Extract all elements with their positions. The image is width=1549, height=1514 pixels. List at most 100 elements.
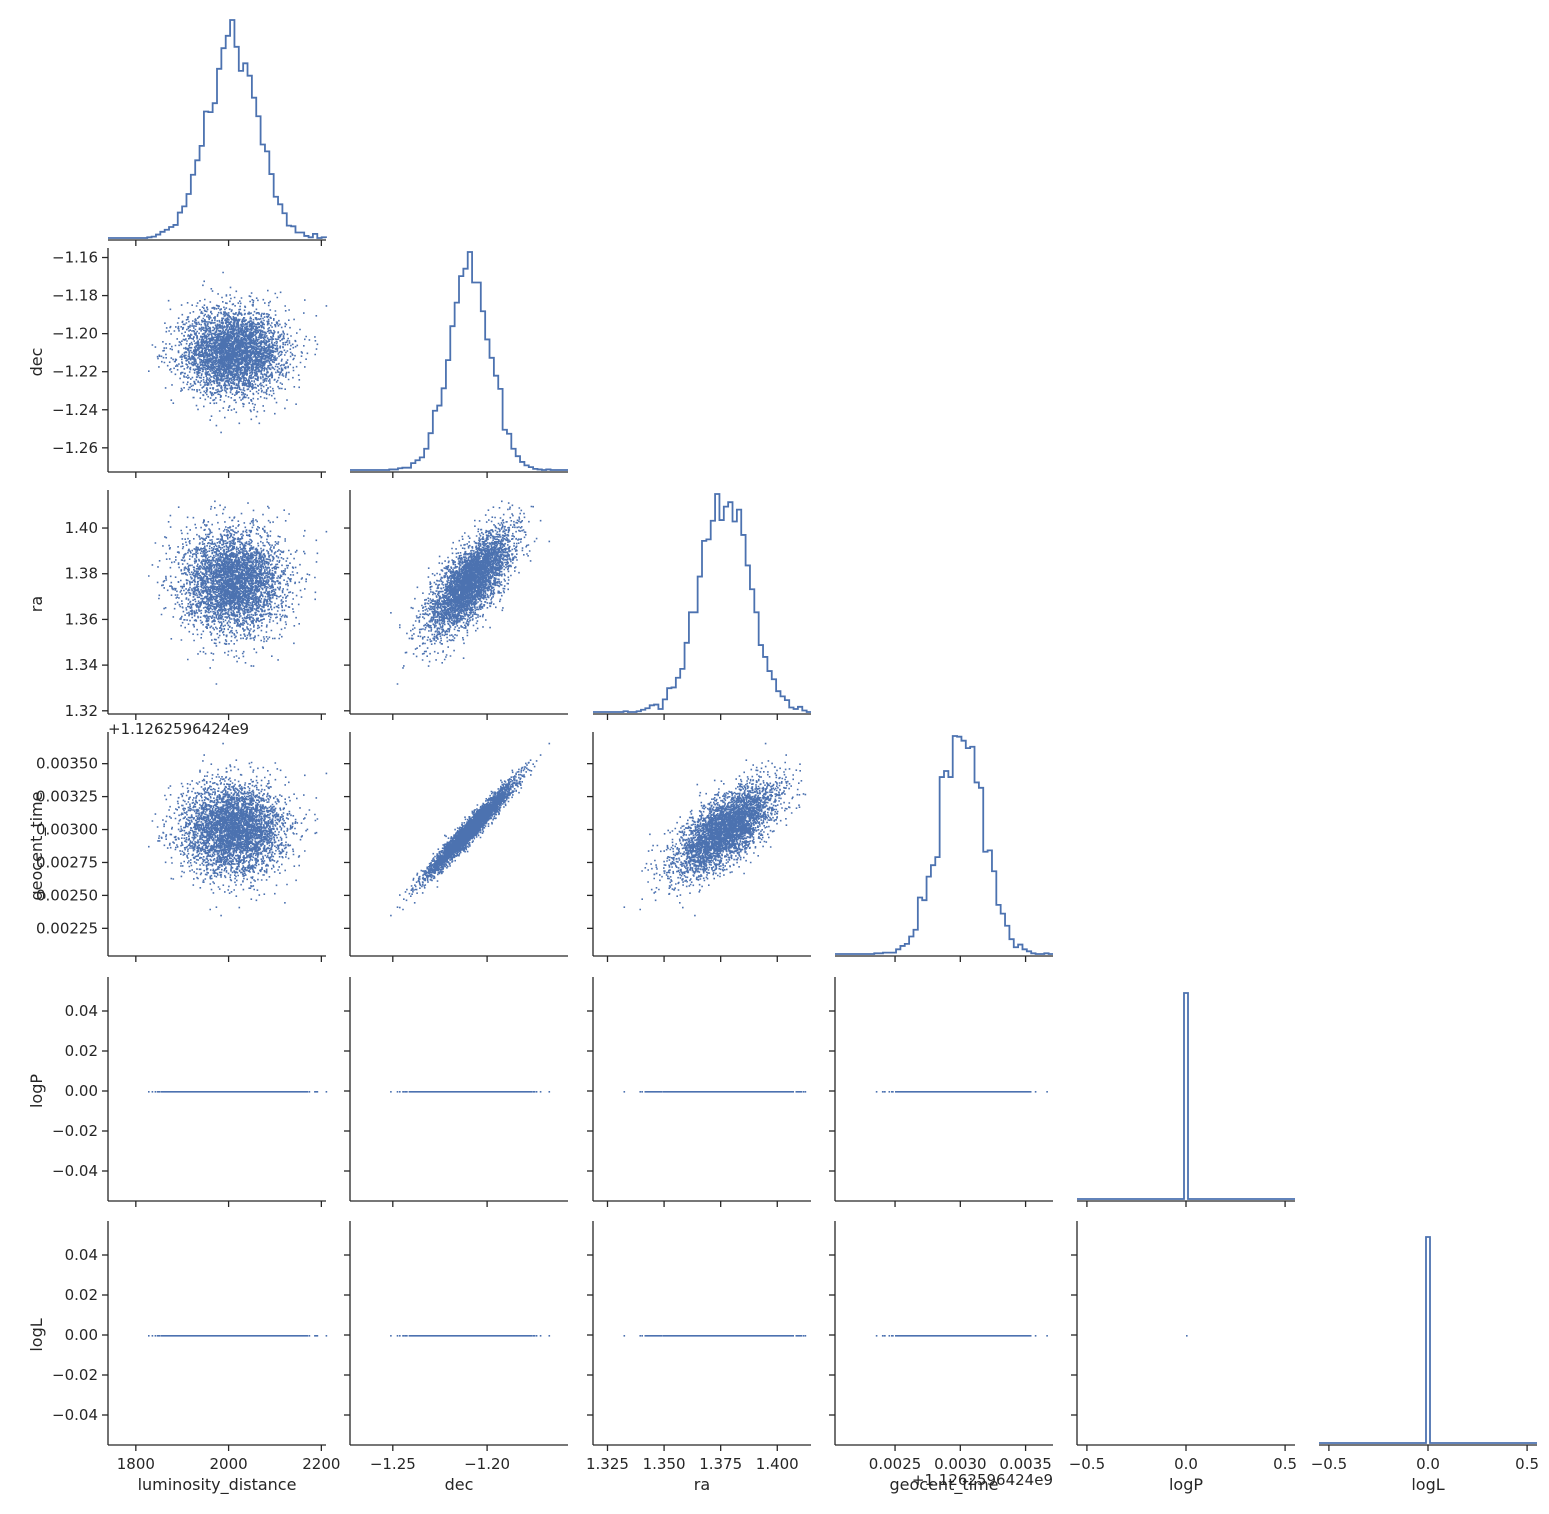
panel-logP-vs-ra xyxy=(587,977,811,1207)
scatter-logL-vs-geocent_time xyxy=(875,1335,1048,1337)
panel-geocent_time-vs-luminosity_distance: 0.00225 0.00250 0.00275 0.00300 0.00325 0.003… xyxy=(36,732,328,962)
y-tick-label: 0.04 xyxy=(65,1002,98,1020)
scatter-logL-vs-luminosity_distance xyxy=(148,1335,328,1337)
x-tick-label: 1.325 xyxy=(586,1455,629,1473)
panel-logL-vs-logP: −0.5 0.0 0.5 xyxy=(1069,1221,1297,1473)
panel-ra-vs-luminosity_distance: 1.32 1.34 1.36 1.38 1.40 xyxy=(65,490,328,720)
panel-logL-vs-luminosity_distance: 1800 2000 2200 −0.04 −0.02 0.00 0.02 0.04 xyxy=(52,1221,340,1473)
y-tick-label: −1.16 xyxy=(52,249,98,267)
y-axis-label-ra: ra xyxy=(27,596,46,612)
histogram-logL xyxy=(1319,1236,1537,1444)
y-axis-label-logL: logL xyxy=(27,1318,46,1351)
y-tick-label: 0.02 xyxy=(65,1042,98,1060)
panel-logL-vs-logL: −0.5 0.0 0.5 xyxy=(1311,1236,1539,1473)
x-axis-label-dec: dec xyxy=(445,1475,474,1494)
panel-logL-vs-geocent_time: 0.0025 0.0030 0.0035 xyxy=(829,1221,1053,1473)
x-tick-label: 0.5 xyxy=(1515,1455,1539,1473)
panel-logP-vs-geocent_time xyxy=(829,977,1053,1207)
x-tick-label: −1.20 xyxy=(464,1455,510,1473)
y-tick-label: −1.24 xyxy=(52,401,98,419)
y-axis-label-geocent_time: geocent_time xyxy=(27,792,47,901)
panel-geocent_time-vs-dec xyxy=(344,732,568,962)
y-offset-label: +1.1262596424e9 xyxy=(108,720,249,738)
scatter-logP-vs-dec xyxy=(390,1091,551,1093)
scatter-logL-vs-logP xyxy=(1186,1335,1188,1337)
x-axis-label-geocent_time: geocent_time xyxy=(890,1475,999,1495)
y-tick-label: 1.32 xyxy=(65,702,98,720)
scatter-dec-vs-luminosity_distance xyxy=(148,271,328,434)
scatter-geocent_time-vs-luminosity_distance xyxy=(148,742,328,917)
y-tick-label: −1.18 xyxy=(52,287,98,305)
panel-logL-vs-dec: −1.25 −1.20 xyxy=(344,1221,568,1473)
scatter-logL-vs-dec xyxy=(390,1335,551,1337)
y-tick-label: −1.22 xyxy=(52,363,98,381)
y-tick-label: −0.04 xyxy=(52,1162,98,1180)
y-tick-label: 1.38 xyxy=(65,565,98,583)
panel-ra-vs-ra xyxy=(593,493,811,720)
panel-luminosity_distance-vs-luminosity_distance xyxy=(108,19,327,246)
panel-dec-vs-luminosity_distance: −1.26 −1.24 −1.22 −1.20 −1.18 −1.16 xyxy=(52,248,328,478)
x-tick-label: 1.400 xyxy=(756,1455,799,1473)
y-tick-label: 1.36 xyxy=(65,610,98,628)
y-tick-label: −1.20 xyxy=(52,325,98,343)
histogram-luminosity_distance xyxy=(108,19,327,239)
x-tick-label: 2200 xyxy=(302,1455,340,1473)
y-tick-label: −0.02 xyxy=(52,1122,98,1140)
y-tick-label: −1.26 xyxy=(52,439,98,457)
x-tick-label: 0.0 xyxy=(1174,1455,1198,1473)
y-tick-label: 0.00325 xyxy=(36,788,98,806)
y-tick-label: 0.00300 xyxy=(36,821,98,839)
panel-logP-vs-logP xyxy=(1077,992,1295,1207)
scatter-geocent_time-vs-dec xyxy=(390,742,551,917)
y-tick-label: 0.00 xyxy=(65,1082,98,1100)
scatter-ra-vs-dec xyxy=(390,500,551,685)
x-tick-label: −0.5 xyxy=(1311,1455,1347,1473)
x-axis-label-logP: logP xyxy=(1169,1475,1203,1494)
y-tick-label: 0.00250 xyxy=(36,886,98,904)
panel-logP-vs-luminosity_distance: −0.04 −0.02 0.00 0.02 0.04 xyxy=(52,977,328,1207)
x-tick-label: 1.350 xyxy=(643,1455,686,1473)
panel-geocent_time-vs-ra xyxy=(587,732,811,962)
x-tick-label: 1800 xyxy=(117,1455,155,1473)
panel-logL-vs-ra: 1.325 1.350 1.375 1.400 xyxy=(586,1221,811,1473)
y-tick-label: 0.00 xyxy=(65,1326,98,1344)
x-tick-label: 1.375 xyxy=(699,1455,742,1473)
x-offset-label: +1.1262596424e9 xyxy=(912,1471,1053,1489)
y-tick-label: 0.04 xyxy=(65,1246,98,1264)
histogram-geocent_time xyxy=(835,735,1053,955)
scatter-logP-vs-geocent_time xyxy=(875,1091,1048,1093)
scatter-ra-vs-luminosity_distance xyxy=(148,500,328,685)
y-tick-label: −0.04 xyxy=(52,1406,98,1424)
scatter-logP-vs-ra xyxy=(623,1091,807,1093)
y-tick-label: 1.40 xyxy=(65,519,98,537)
y-tick-label: −0.02 xyxy=(52,1366,98,1384)
x-tick-label: 0.5 xyxy=(1273,1455,1297,1473)
panel-ra-vs-dec xyxy=(344,490,568,720)
x-axis-label-luminosity_distance: luminosity_distance xyxy=(138,1475,297,1495)
x-tick-label: 2000 xyxy=(210,1455,248,1473)
x-tick-label: −0.5 xyxy=(1069,1455,1105,1473)
y-tick-label: 0.00275 xyxy=(36,853,98,871)
x-axis-label-logL: logL xyxy=(1411,1475,1444,1494)
x-axis-label-ra: ra xyxy=(694,1475,710,1494)
histogram-ra xyxy=(593,493,811,713)
scatter-logL-vs-ra xyxy=(623,1335,807,1337)
y-tick-label: 0.00350 xyxy=(36,755,98,773)
y-tick-label: 0.00225 xyxy=(36,919,98,937)
x-tick-label: −1.25 xyxy=(370,1455,416,1473)
y-axis-label-logP: logP xyxy=(27,1074,46,1108)
x-tick-label: 0.0025 xyxy=(869,1455,922,1473)
y-tick-label: 0.02 xyxy=(65,1286,98,1304)
histogram-logP xyxy=(1077,992,1295,1200)
panel-dec-vs-dec xyxy=(350,251,568,478)
y-tick-label: 1.34 xyxy=(65,656,98,674)
scatter-geocent_time-vs-ra xyxy=(623,742,807,917)
scatter-logP-vs-luminosity_distance xyxy=(148,1091,328,1093)
panel-logP-vs-dec xyxy=(344,977,568,1207)
panel-geocent_time-vs-geocent_time xyxy=(835,735,1053,962)
x-tick-label: 0.0030 xyxy=(934,1455,987,1473)
x-tick-label: 0.0 xyxy=(1416,1455,1440,1473)
x-tick-label: 0.0035 xyxy=(999,1455,1052,1473)
histogram-dec xyxy=(350,251,568,471)
